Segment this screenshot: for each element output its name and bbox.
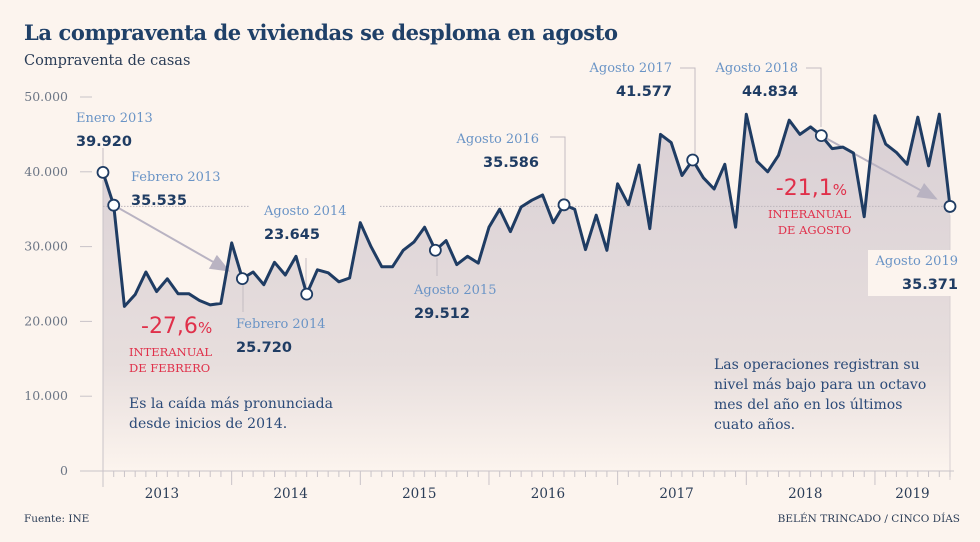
change-caption: INTERANUAL	[768, 207, 851, 221]
annotation-value: 44.834	[742, 84, 798, 100]
annotation-label: Agosto 2014	[263, 204, 346, 219]
x-year-label: 2018	[788, 486, 822, 502]
chart-note: nivel más bajo para un octavo	[714, 377, 926, 393]
leader-line	[550, 136, 566, 198]
x-year-label: 2015	[402, 486, 436, 502]
y-tick-label: 0	[60, 463, 68, 478]
data-point-marker	[300, 287, 314, 301]
y-tick-label: 20.000	[24, 313, 68, 328]
x-year-label: 2016	[531, 486, 565, 502]
annotation-label: Enero 2013	[76, 111, 153, 126]
chart-title: La compraventa de viviendas se desploma …	[24, 20, 618, 45]
change-caption: DE FEBRERO	[129, 361, 210, 375]
chart-note: Es la caída más pronunciada	[129, 396, 333, 412]
annotation-value: 35.371	[902, 277, 958, 293]
annotation-label: Agosto 2018	[715, 61, 798, 76]
change-caption: DE AGOSTO	[778, 223, 851, 237]
x-year-label: 2019	[895, 486, 929, 502]
x-year-label: 2013	[145, 486, 179, 502]
data-point-marker	[557, 198, 571, 212]
change-percent: -21,1%	[776, 176, 847, 201]
annotation-label: Agosto 2019	[875, 254, 958, 269]
data-point-marker	[686, 153, 700, 167]
annotation-label: Febrero 2013	[131, 170, 221, 185]
y-tick-label: 50.000	[24, 89, 68, 104]
data-point-marker	[107, 198, 121, 212]
annotation-value: 29.512	[414, 306, 470, 322]
chart-note: mes del año en los últimos	[714, 397, 902, 413]
data-point-marker	[943, 200, 957, 213]
annotation-label: Agosto 2017	[589, 61, 672, 76]
source-note: Fuente: INE	[24, 513, 90, 525]
annotation-value: 41.577	[616, 84, 672, 100]
change-percent: -27,6%	[141, 314, 212, 339]
y-tick-label: 30.000	[24, 239, 68, 254]
data-point-marker	[235, 272, 249, 286]
data-point-marker	[814, 129, 828, 143]
label-background	[868, 250, 964, 296]
x-year-label: 2014	[273, 486, 307, 502]
change-arrow	[113, 204, 231, 272]
credit-note: BELÉN TRINCADO / CINCO DÍAS	[777, 513, 960, 525]
annotation-label: Agosto 2016	[456, 132, 539, 147]
annotation-value: 35.535	[131, 193, 187, 209]
annotation-value: 25.720	[236, 340, 292, 356]
annotation-value: 35.586	[483, 155, 539, 171]
leader-line	[806, 67, 822, 127]
y-tick-label: 40.000	[24, 164, 68, 179]
data-point-marker	[96, 165, 110, 179]
annotation-value: 39.920	[76, 134, 132, 150]
change-caption: INTERANUAL	[129, 345, 212, 359]
chart-note: Las operaciones registran su	[714, 357, 920, 373]
data-point-marker	[428, 243, 442, 257]
chart-subtitle: Compraventa de casas	[24, 53, 191, 69]
chart-note: desde inicios de 2014.	[129, 416, 287, 432]
leader-line	[680, 67, 696, 154]
annotation-label: Febrero 2014	[236, 317, 326, 332]
x-year-label: 2017	[659, 486, 693, 502]
annotation-value: 23.645	[264, 227, 320, 243]
y-tick-label: 10.000	[24, 388, 68, 403]
chart-note: cuato años.	[714, 417, 795, 433]
annotation-label: Agosto 2015	[413, 283, 496, 298]
